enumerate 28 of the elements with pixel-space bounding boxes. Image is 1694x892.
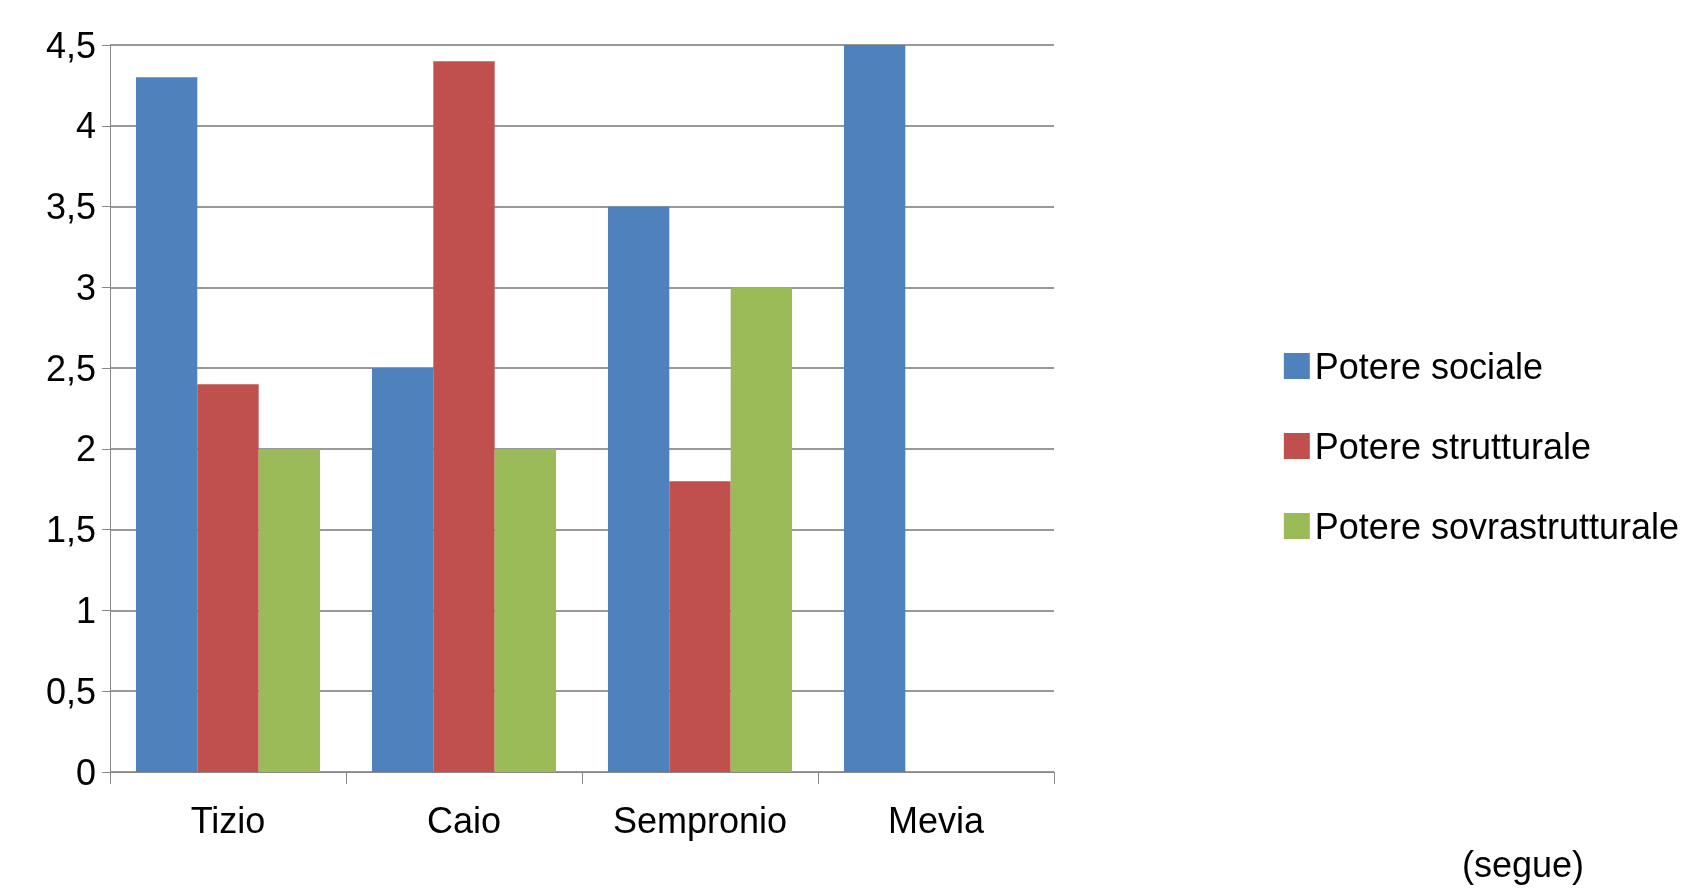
y-tick-label: 1 bbox=[75, 589, 96, 631]
bar bbox=[197, 384, 259, 772]
bar bbox=[433, 61, 495, 772]
bar bbox=[135, 77, 198, 772]
x-tick-label: Sempronio bbox=[612, 799, 788, 841]
x-tick-label: Tizio bbox=[190, 799, 266, 841]
y-tick-label: 4 bbox=[75, 105, 96, 147]
bar bbox=[730, 287, 793, 772]
bar bbox=[607, 206, 670, 772]
y-tick-label: 4,5 bbox=[45, 24, 96, 66]
y-tick-label: 1,5 bbox=[45, 509, 96, 551]
bar bbox=[494, 448, 557, 772]
y-tick-label: 0 bbox=[75, 751, 96, 793]
bar bbox=[371, 368, 434, 772]
bar bbox=[258, 448, 321, 772]
y-tick-label: 2 bbox=[75, 428, 96, 470]
x-tick-label: Mevia bbox=[887, 799, 985, 841]
y-tick-label: 3,5 bbox=[45, 186, 96, 228]
text: (segue) bbox=[1461, 843, 1584, 885]
bar bbox=[669, 481, 731, 772]
legend-label: Potere strutturale bbox=[1314, 425, 1591, 467]
legend-label: Potere sovrastrutturale bbox=[1314, 505, 1680, 547]
legend-label: Potere sociale bbox=[1314, 345, 1543, 387]
bar bbox=[843, 45, 906, 772]
y-tick-label: 3 bbox=[75, 266, 96, 308]
y-tick-label: 0,5 bbox=[45, 670, 96, 712]
x-tick-label: Caio bbox=[426, 799, 502, 841]
y-tick-label: 2,5 bbox=[45, 347, 96, 389]
